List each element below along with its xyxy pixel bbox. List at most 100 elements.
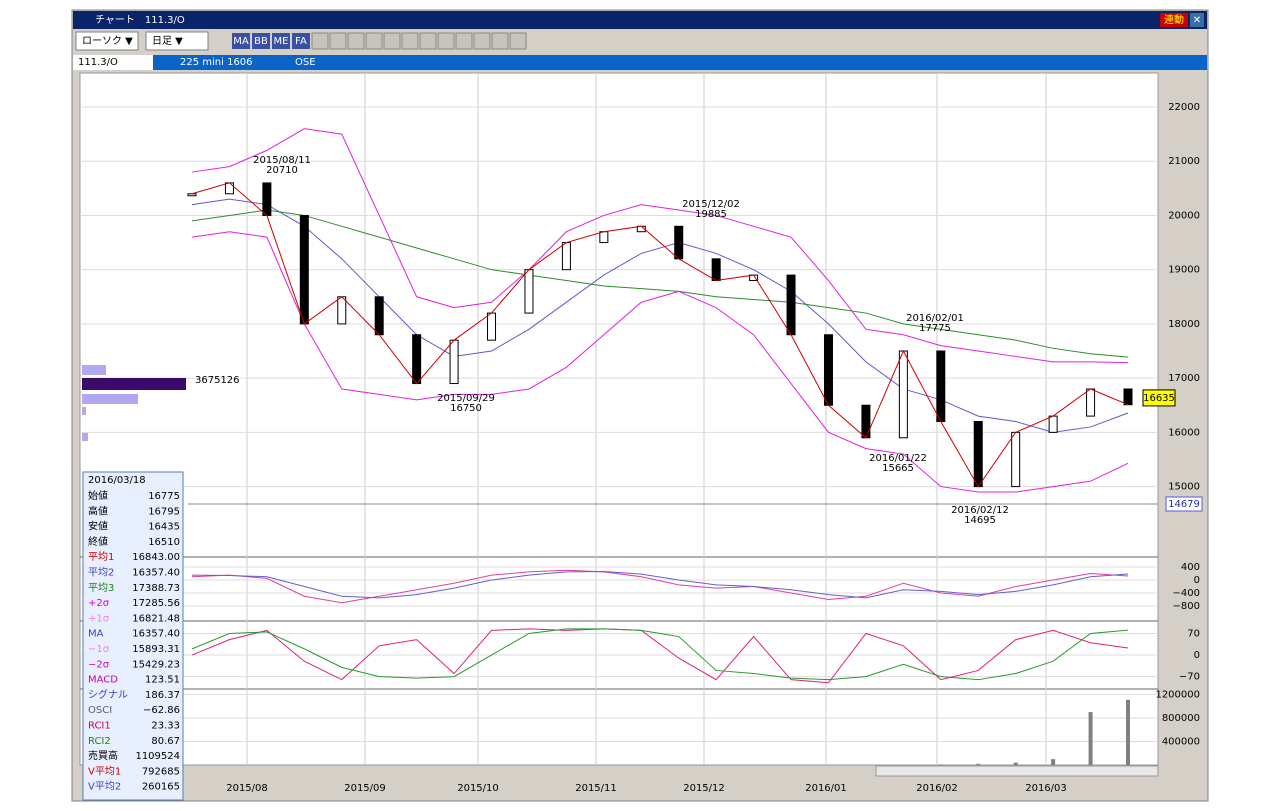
tool-button[interactable] (311, 32, 329, 50)
period-select[interactable] (145, 31, 209, 51)
info-value: 17388.73 (132, 583, 180, 594)
tool-button[interactable] (509, 32, 527, 50)
close-icon: ✕ (1193, 15, 1201, 26)
y-tick-label: 21000 (1168, 156, 1200, 167)
annotation-value: 16750 (450, 403, 482, 414)
tool-button[interactable] (437, 32, 455, 50)
tool-button[interactable] (383, 32, 401, 50)
candle (561, 242, 571, 271)
volume-profile-bar (82, 433, 88, 441)
tool-icon[interactable] (272, 33, 290, 49)
y-tick-label: 70 (1187, 628, 1200, 639)
info-label: +1σ (88, 613, 110, 624)
info-value: 16510 (148, 537, 180, 548)
tool-button[interactable] (365, 32, 383, 50)
info-label: −1σ (88, 644, 110, 655)
y-tick-label: 800000 (1162, 713, 1200, 724)
annotation-date: 2016/02/01 (906, 313, 964, 324)
x-tick-label: 2015/12 (683, 783, 725, 794)
y-tick-label: 0 (1194, 575, 1200, 586)
info-label: MACD (88, 675, 118, 686)
y-tick-label: 0 (1194, 650, 1200, 661)
x-tick-label: 2015/11 (575, 783, 617, 794)
y-tick-label: 19000 (1168, 265, 1200, 276)
info-value: 16357.40 (132, 629, 180, 640)
annotation-value: 19885 (695, 209, 727, 220)
last-price-box (1142, 389, 1176, 407)
annotation-value: 17775 (919, 323, 951, 334)
info-value: 23.33 (151, 721, 180, 732)
volume-profile-bar (82, 394, 138, 404)
tool-button[interactable] (401, 32, 419, 50)
tool-button[interactable] (329, 32, 347, 50)
tool-button[interactable] (419, 32, 437, 50)
link-button[interactable] (1160, 13, 1188, 27)
candle (823, 334, 833, 406)
y-tick-label: −400 (1173, 588, 1200, 599)
market: OSE (295, 57, 316, 68)
info-value: 186.37 (145, 690, 180, 701)
info-label: RCI1 (88, 721, 111, 732)
candle (262, 182, 272, 216)
tool-icon[interactable] (252, 33, 270, 49)
candle (187, 193, 197, 197)
volume-bar (976, 763, 981, 765)
y-tick-label: 22000 (1168, 102, 1200, 113)
info-label: 高値 (88, 504, 108, 517)
candle (224, 182, 234, 195)
y-tick-label: 17000 (1168, 373, 1200, 384)
candle (599, 231, 609, 244)
candle (487, 312, 497, 341)
scrollbar[interactable] (875, 765, 1159, 777)
close-button[interactable] (1190, 13, 1204, 27)
tool-button[interactable] (473, 32, 491, 50)
chart-style-select[interactable] (75, 31, 139, 51)
info-label: 平均1 (88, 551, 114, 563)
candle (898, 350, 908, 439)
period-label: 日足 ▼ (152, 35, 183, 47)
tool-button[interactable] (455, 32, 473, 50)
plot-area (79, 72, 1159, 766)
volume-bar (1126, 699, 1130, 765)
tool-icon[interactable] (292, 33, 310, 49)
window-title: チャート 111.3/O (95, 14, 185, 26)
tool-button[interactable] (347, 32, 365, 50)
info-value: 15429.23 (132, 659, 180, 670)
volume-profile-bar (82, 407, 86, 415)
candle (337, 296, 347, 325)
title-bar (73, 11, 1207, 29)
info-label: 平均2 (88, 567, 114, 579)
volume-bar (938, 764, 943, 765)
y-tick-label: 400 (1181, 562, 1200, 573)
candle (1011, 431, 1021, 488)
info-value: −62.86 (143, 705, 180, 716)
series-line (191, 569, 1129, 604)
reference-box (1165, 496, 1203, 512)
info-value: 15893.31 (132, 644, 180, 655)
candle (299, 214, 309, 325)
info-value: 80.67 (151, 736, 180, 747)
info-label: 終値 (88, 535, 108, 548)
series-line (191, 571, 1129, 599)
x-tick-label: 2015/10 (457, 783, 499, 794)
info-value: 792685 (142, 766, 180, 777)
y-tick-label: 400000 (1162, 736, 1200, 747)
info-label: 平均3 (88, 582, 114, 594)
info-label: +2σ (88, 598, 110, 609)
info-label: RCI2 (88, 736, 111, 747)
x-tick-label: 2016/01 (805, 783, 847, 794)
tool-icon[interactable] (232, 33, 250, 49)
tool-icon-label: BB (254, 36, 268, 47)
tool-button[interactable] (491, 32, 509, 50)
link-button-label: 連動 (1164, 13, 1184, 26)
series-line (191, 182, 1129, 488)
candle (1086, 388, 1096, 417)
x-tick-label: 2016/03 (1025, 783, 1067, 794)
candle (786, 274, 796, 336)
info-value: 16775 (148, 491, 180, 502)
annotation-date: 2015/12/02 (682, 199, 740, 210)
candle (936, 350, 946, 423)
info-bar (73, 55, 1207, 70)
info-value: 16435 (148, 522, 180, 533)
series-line (191, 628, 1129, 684)
